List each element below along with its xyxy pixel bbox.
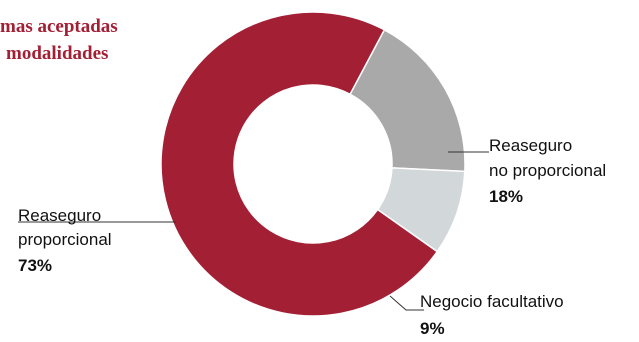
label-proporcional-line-1: Reaseguro	[18, 206, 102, 225]
leader-line-facultativo	[389, 295, 424, 311]
label-proporcional-line-2: proporcional	[18, 230, 112, 249]
label-no-proporcional-line-2: no proporcional	[489, 161, 607, 180]
label-facultativo-line-1: Negocio facultativo	[420, 292, 564, 311]
chart-title-line-2: modalidades	[6, 43, 109, 64]
label-no-proporcional-pct: 18%	[489, 187, 524, 206]
label-proporcional-pct: 73%	[18, 256, 53, 275]
slice-reaseguro-proporcional	[160, 11, 439, 317]
chart-title-line-1: mas aceptadas	[0, 16, 118, 37]
label-facultativo-pct: 9%	[420, 319, 445, 338]
label-no-proporcional-line-1: Reaseguro	[489, 136, 573, 155]
